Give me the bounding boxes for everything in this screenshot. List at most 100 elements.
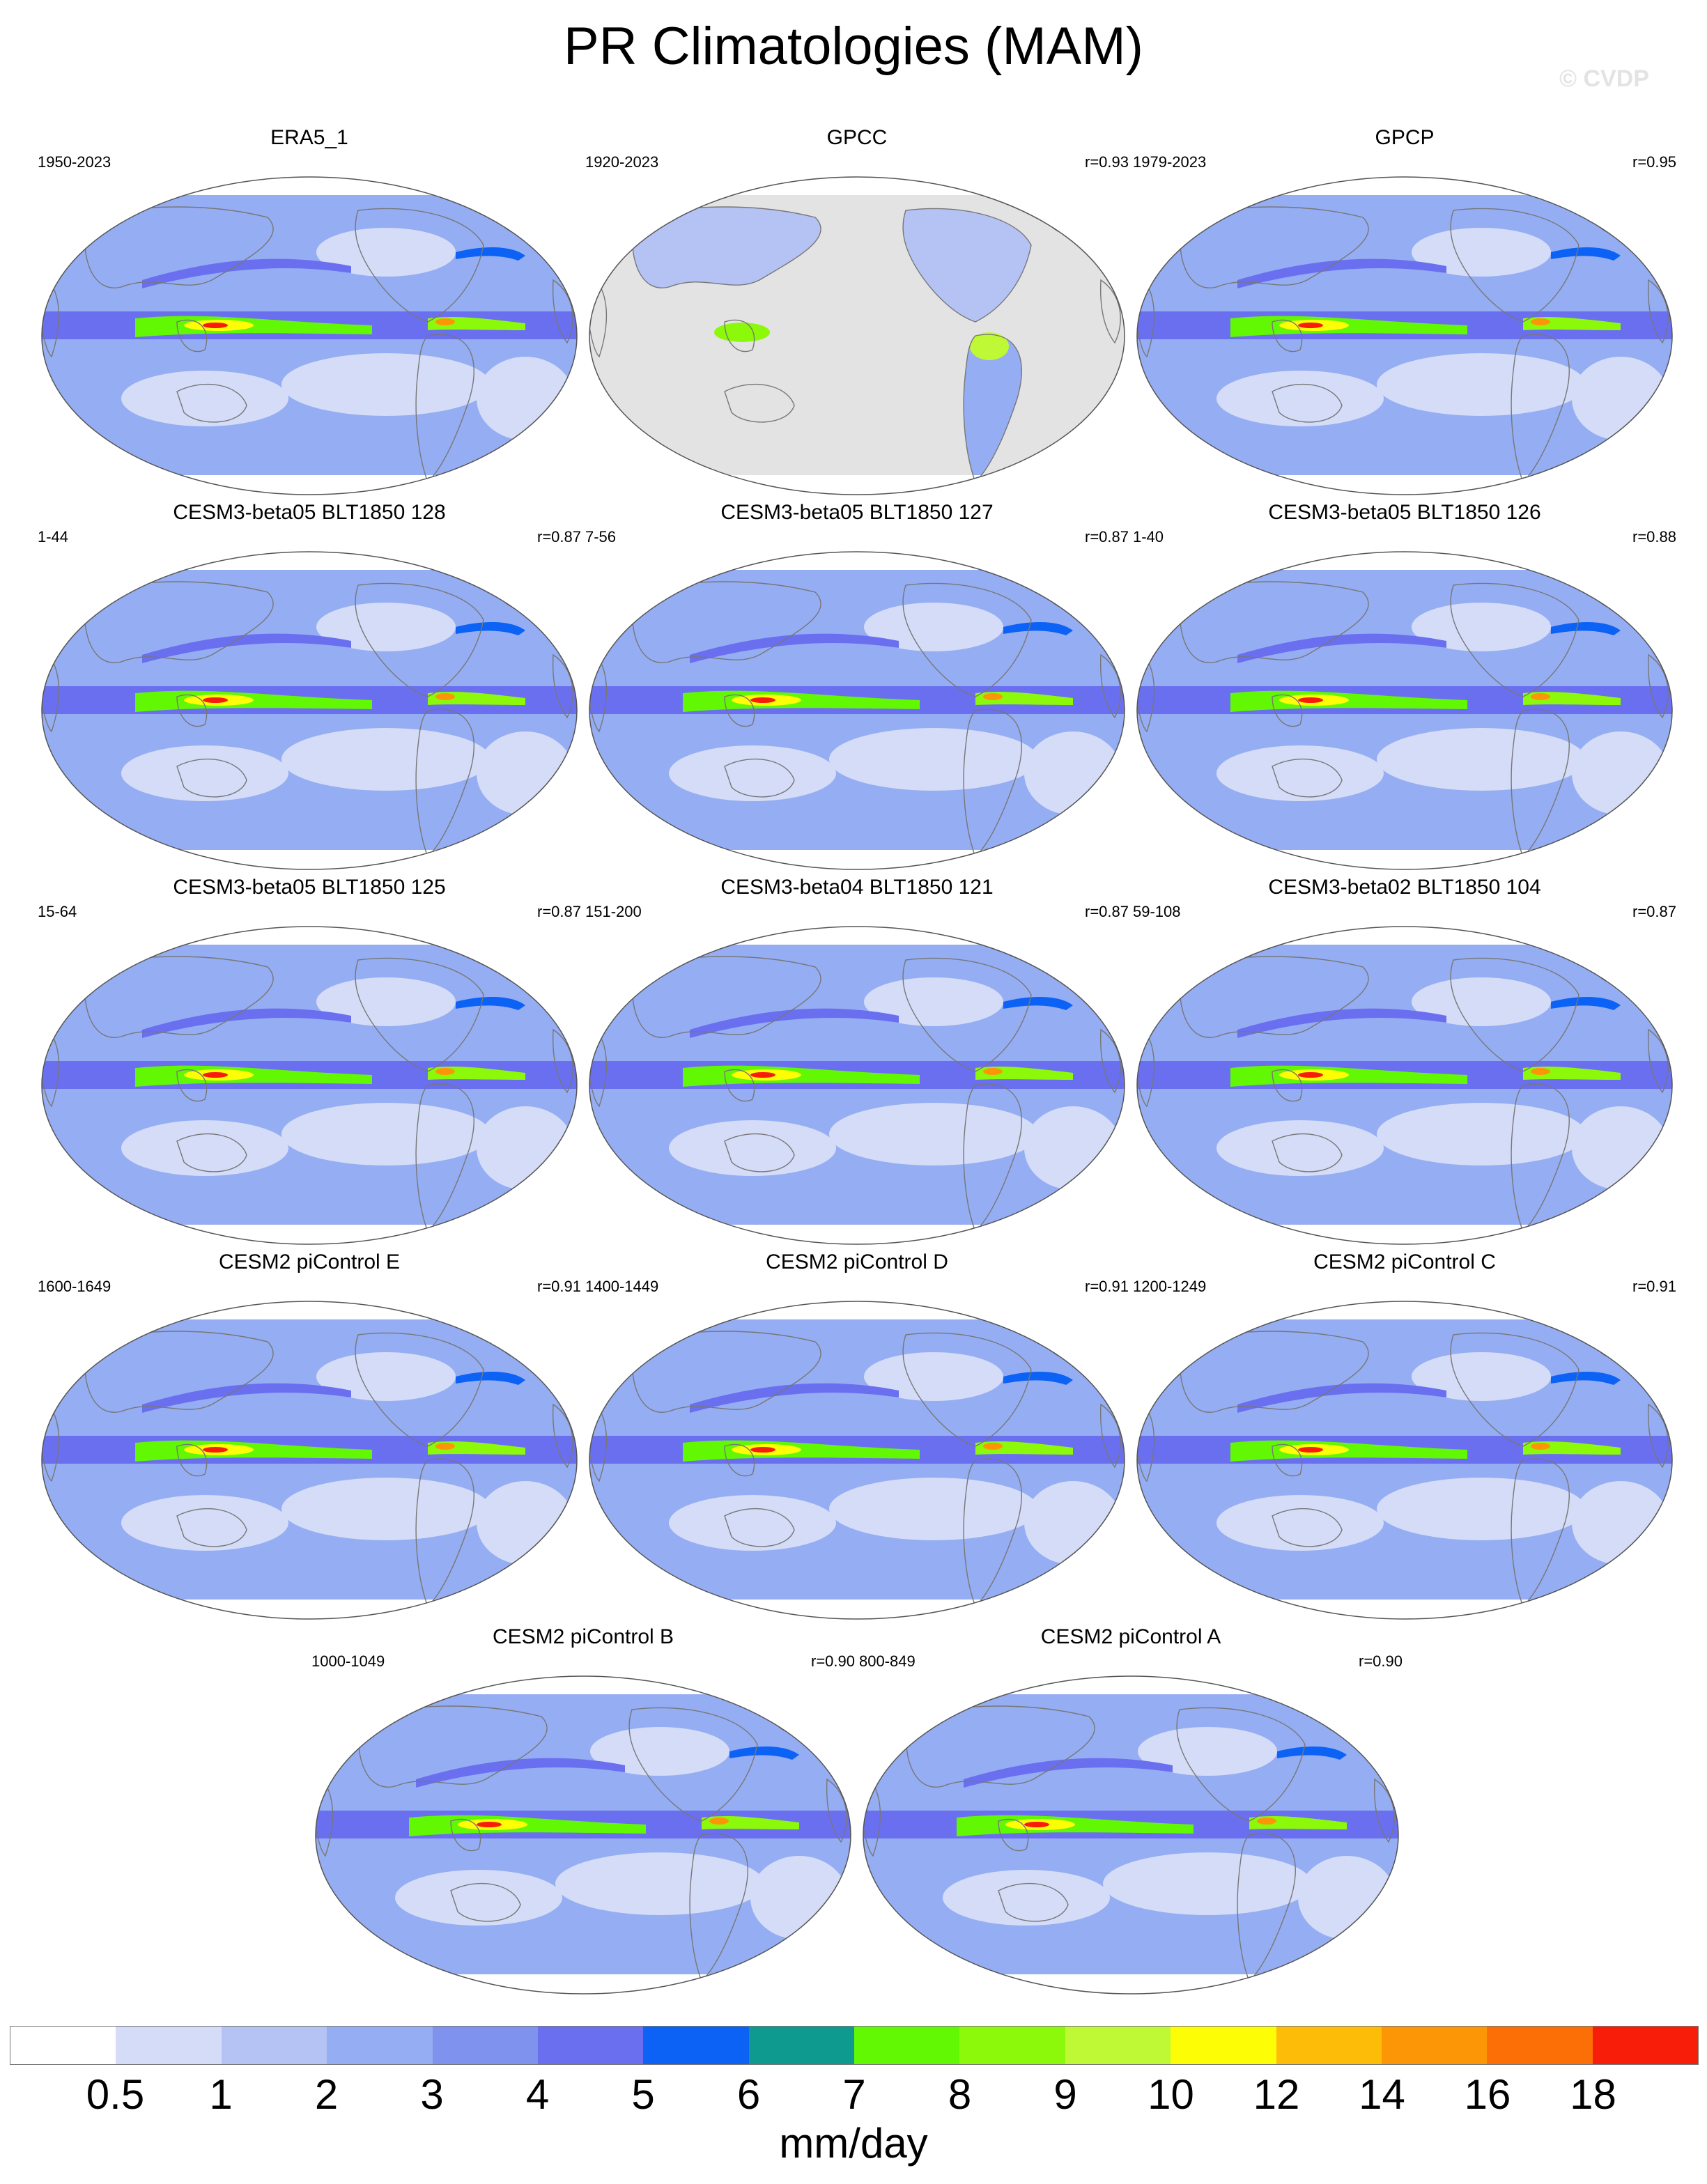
- precipitation-map: [1136, 1301, 1673, 1620]
- panel-title: CESM3-beta04 BLT1850 121: [720, 876, 994, 899]
- panel-years: 1600-1649: [38, 1278, 111, 1295]
- panel-title: CESM3-beta02 BLT1850 104: [1268, 876, 1541, 899]
- panel-title: ERA5_1: [270, 126, 348, 149]
- panel-correlation: r=0.87: [1632, 903, 1676, 920]
- colorbar-box: [116, 2027, 222, 2064]
- panel-title: CESM3-beta05 BLT1850 126: [1268, 501, 1541, 524]
- colorbar-labels: 0.5 1 2 3 4 5 6 7 8 9 10 12 14 16 18: [0, 2070, 1707, 2119]
- precipitation-map: [589, 1301, 1125, 1620]
- panel-years: 1979-2023: [1133, 153, 1207, 171]
- precipitation-map: [41, 926, 578, 1245]
- panel-years: 1200-1249: [1133, 1278, 1207, 1295]
- map-panel: GPCC 1920-2023 r=0.93: [585, 125, 1129, 495]
- panel-years: 1000-1049: [311, 1652, 385, 1670]
- precipitation-map: [1136, 176, 1673, 495]
- colorbar-tick-label: 5: [631, 2071, 655, 2118]
- map-panel: CESM3-beta05 BLT1850 127 7-56 r=0.87: [585, 500, 1129, 870]
- colorbar-box: [10, 2027, 116, 2064]
- colorbar-tick-label: 10: [1148, 2071, 1194, 2118]
- colorbar-box: [1276, 2027, 1382, 2064]
- colorbar-box: [1592, 2027, 1698, 2064]
- panel-correlation: r=0.91: [1085, 1278, 1129, 1295]
- panel-years: 1400-1449: [585, 1278, 659, 1295]
- panel-years: 1-40: [1133, 528, 1164, 545]
- colorbar-tick-label: 18: [1570, 2071, 1616, 2118]
- map-panel: CESM2 piControl D 1400-1449 r=0.91: [585, 1250, 1129, 1620]
- panel-correlation: r=0.87: [1085, 528, 1129, 545]
- colorbar-tick-label: 8: [948, 2071, 972, 2118]
- panel-years: 7-56: [585, 528, 617, 545]
- colorbar-tick-label: 16: [1464, 2071, 1511, 2118]
- panel-title: CESM2 piControl D: [766, 1250, 948, 1273]
- colorbar-box: [537, 2027, 644, 2064]
- panel-title: CESM3-beta05 BLT1850 128: [173, 501, 446, 524]
- colorbar-tick-label: 2: [314, 2071, 339, 2118]
- panel-correlation: r=0.91: [1632, 1278, 1676, 1295]
- panel-correlation: r=0.93: [1085, 153, 1129, 171]
- panel-correlation: r=0.88: [1632, 528, 1676, 545]
- panel-years: 151-200: [585, 903, 642, 920]
- panel-title: CESM3-beta05 BLT1850 125: [173, 876, 446, 899]
- panel-correlation: r=0.90: [1359, 1652, 1403, 1670]
- panel-years: 1950-2023: [38, 153, 111, 171]
- panel-years: 59-108: [1133, 903, 1181, 920]
- panel-years: 1920-2023: [585, 153, 659, 171]
- panel-title: CESM2 piControl A: [1040, 1625, 1221, 1648]
- map-panel: CESM3-beta02 BLT1850 104 59-108 r=0.87: [1133, 875, 1676, 1245]
- precipitation-map: [589, 176, 1125, 495]
- colorbar-box: [1065, 2027, 1171, 2064]
- colorbar-box: [854, 2027, 960, 2064]
- colorbar-box: [1381, 2027, 1488, 2064]
- map-panel: CESM2 piControl B 1000-1049 r=0.90: [311, 1625, 855, 1995]
- panel-correlation: r=0.91: [537, 1278, 581, 1295]
- colorbar-box: [959, 2027, 1065, 2064]
- panel-correlation: r=0.95: [1632, 153, 1676, 171]
- panel-correlation: r=0.87: [1085, 903, 1129, 920]
- panel-title: CESM3-beta05 BLT1850 127: [720, 501, 994, 524]
- map-panel: CESM3-beta05 BLT1850 128 1-44 r=0.87: [38, 500, 581, 870]
- page-title: PR Climatologies (MAM): [564, 17, 1143, 76]
- panel-title: CESM2 piControl E: [218, 1250, 401, 1273]
- map-panel: CESM2 piControl E 1600-1649 r=0.91: [38, 1250, 581, 1620]
- precipitation-map: [1136, 926, 1673, 1245]
- precipitation-map: [863, 1675, 1399, 1995]
- panel-title: CESM2 piControl B: [492, 1625, 674, 1648]
- colorbar-tick-label: 3: [420, 2071, 444, 2118]
- colorbar-box: [1487, 2027, 1593, 2064]
- precipitation-map: [41, 551, 578, 870]
- panel-years: 1-44: [38, 528, 69, 545]
- panel-years: 15-64: [38, 903, 77, 920]
- panel-title: GPCC: [826, 126, 888, 149]
- panel-title: GPCP: [1375, 126, 1435, 149]
- colorbar-units: mm/day: [779, 2120, 928, 2167]
- colorbar-tick-label: 12: [1253, 2071, 1300, 2118]
- colorbar-tick-label: 0.5: [86, 2071, 145, 2118]
- colorbar-box: [221, 2027, 327, 2064]
- map-panel: CESM3-beta05 BLT1850 126 1-40 r=0.88: [1133, 500, 1676, 870]
- precipitation-map: [589, 551, 1125, 870]
- precipitation-map: [41, 176, 578, 495]
- map-panel: GPCP 1979-2023 r=0.95: [1133, 125, 1676, 495]
- precipitation-map: [589, 926, 1125, 1245]
- panel-correlation: r=0.87: [537, 903, 581, 920]
- colorbar-tick-label: 14: [1359, 2071, 1405, 2118]
- colorbar-tick-label: 9: [1053, 2071, 1077, 2118]
- colorbar-tick-label: 7: [842, 2071, 866, 2118]
- colorbar-tick-label: 4: [525, 2071, 550, 2118]
- precipitation-map: [315, 1675, 851, 1995]
- panel-title: CESM2 piControl C: [1313, 1250, 1496, 1273]
- colorbar-tick-label: 1: [209, 2071, 233, 2118]
- map-panel: CESM2 piControl C 1200-1249 r=0.91: [1133, 1250, 1676, 1620]
- colorbar-box: [643, 2027, 749, 2064]
- colorbar-box: [432, 2027, 538, 2064]
- precipitation-map: [41, 1301, 578, 1620]
- panel-correlation: r=0.90: [811, 1652, 855, 1670]
- panel-years: 800-849: [859, 1652, 916, 1670]
- colorbar-box: [1171, 2027, 1276, 2064]
- map-panel: CESM3-beta04 BLT1850 121 151-200 r=0.87: [585, 875, 1129, 1245]
- precipitation-map: [1136, 551, 1673, 870]
- colorbar-box: [327, 2027, 433, 2064]
- map-panel: ERA5_1 1950-2023: [38, 125, 581, 495]
- cvdp-watermark: © CVDP: [1559, 65, 1649, 92]
- colorbar: [10, 2026, 1699, 2065]
